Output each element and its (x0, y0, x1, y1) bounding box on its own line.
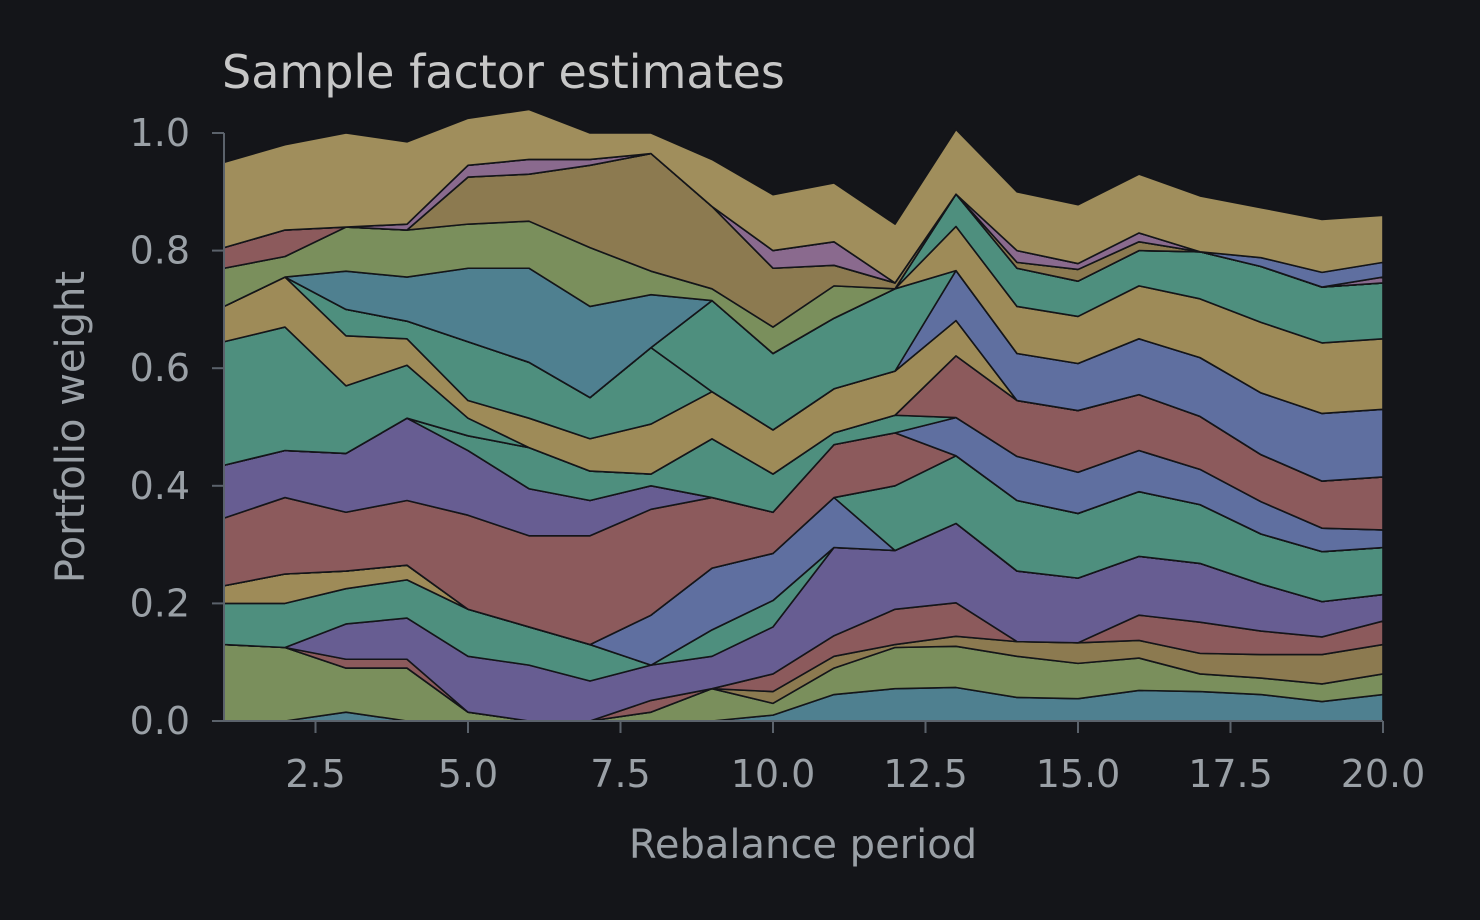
y-tick-label: 1.0 (130, 111, 190, 155)
x-tick-label: 20.0 (1341, 752, 1426, 796)
y-ticks: 0.0 0.2 0.4 0.6 0.8 1.0 (130, 111, 224, 743)
x-tick-label: 2.5 (285, 752, 345, 796)
chart-title: Sample factor estimates (222, 45, 785, 99)
x-tick-label: 10.0 (731, 752, 816, 796)
y-tick-label: 0.2 (130, 581, 190, 625)
y-tick-label: 0.0 (130, 699, 190, 743)
y-tick-label: 0.6 (130, 346, 190, 390)
x-tick-label: 7.5 (590, 752, 650, 796)
x-ticks: 2.5 5.0 7.5 10.0 12.5 15.0 17.5 20.0 (285, 721, 1425, 796)
y-tick-label: 0.8 (130, 229, 190, 273)
x-tick-label: 15.0 (1036, 752, 1121, 796)
stacked-areas (223, 108, 1384, 722)
x-tick-label: 12.5 (883, 752, 968, 796)
area-band-29 (223, 108, 1384, 284)
y-axis-label: Portfolio weight (48, 271, 94, 583)
x-axis-label: Rebalance period (629, 822, 977, 868)
x-tick-label: 5.0 (438, 752, 498, 796)
x-tick-label: 17.5 (1188, 752, 1273, 796)
axes (223, 133, 1383, 722)
y-tick-label: 0.4 (130, 464, 190, 508)
